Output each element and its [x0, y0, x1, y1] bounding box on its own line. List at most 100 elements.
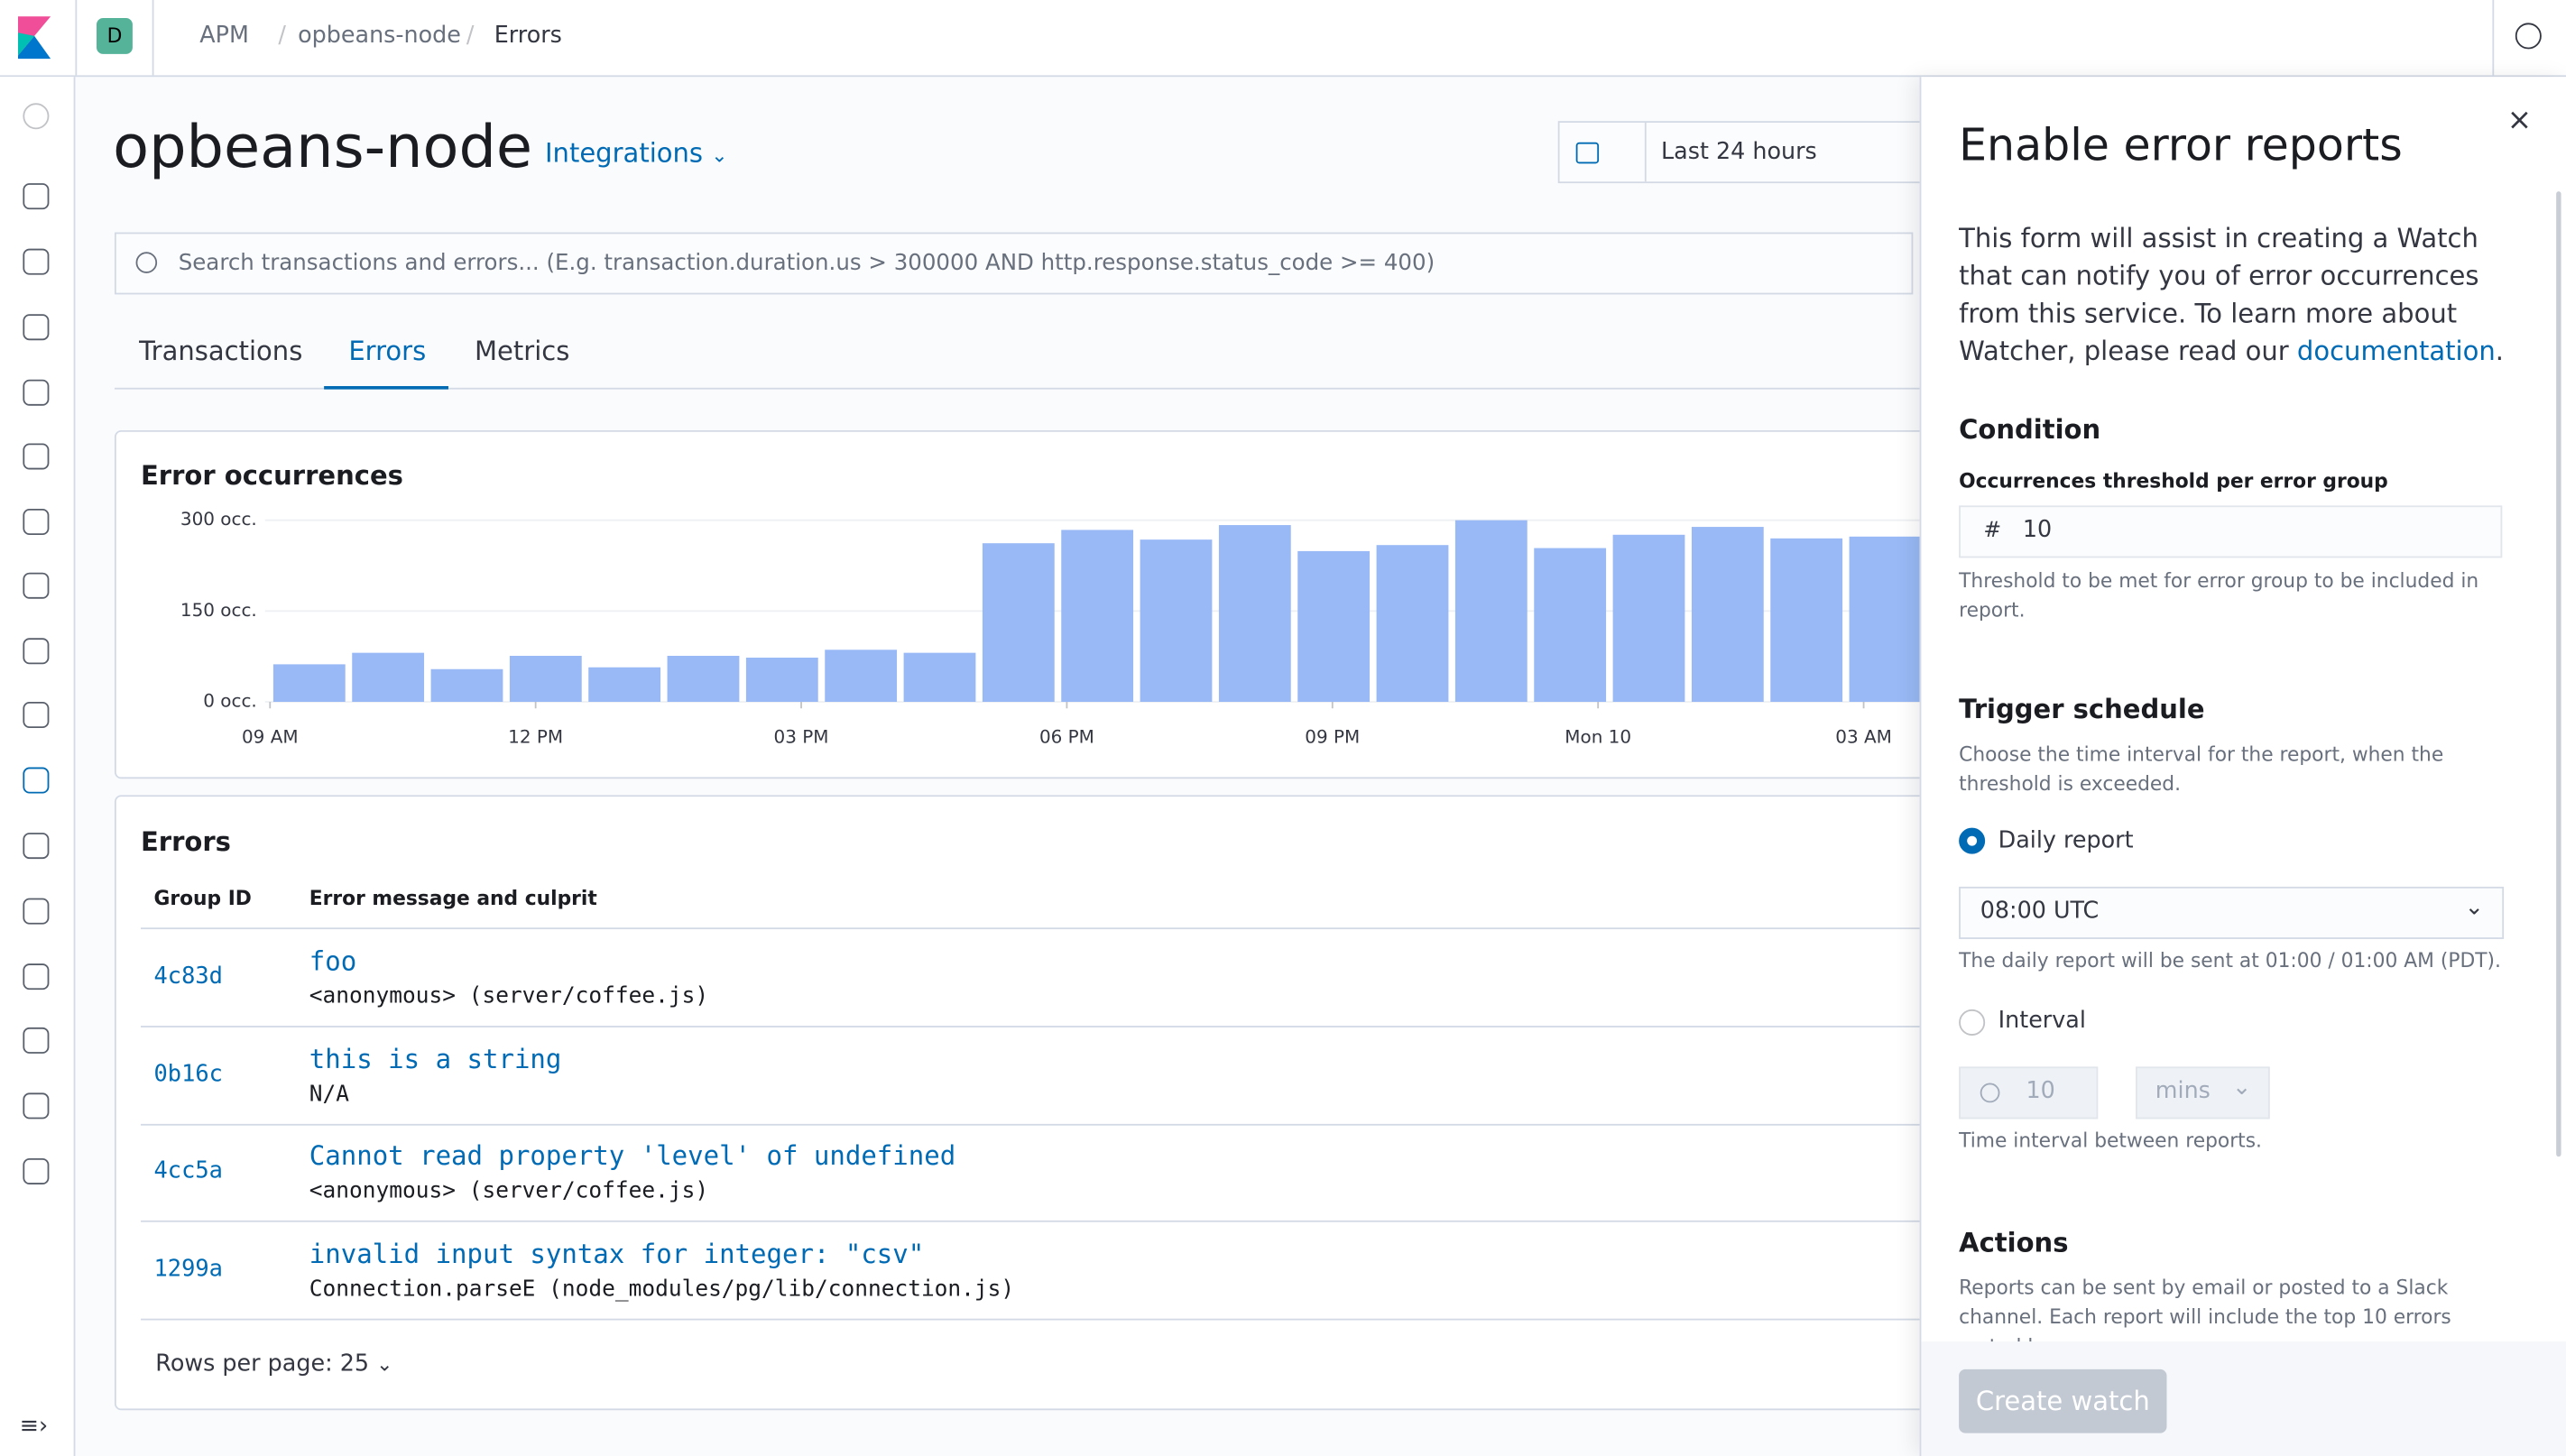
x-tick-label: 03 AM [1835, 725, 1892, 747]
nav-icon[interactable] [23, 963, 50, 991]
pagination[interactable]: Rows per page: 25 ⌄ [155, 1350, 393, 1378]
x-tick-label: 03 PM [774, 725, 829, 747]
error-message[interactable]: foo [309, 945, 357, 977]
help-text: Choose the time interval for the report,… [1959, 742, 2444, 796]
bar [1297, 550, 1371, 702]
input-value[interactable]: 10 [2022, 517, 2053, 544]
culprit: <anonymous> (server/coffee.js) [309, 1178, 709, 1205]
time-select[interactable]: 08:00 UTC ⌄ [1959, 886, 2505, 939]
errors-panel [114, 795, 1948, 1411]
error-message[interactable]: Cannot read property 'level' of undefine… [309, 1140, 956, 1173]
bar [588, 667, 661, 702]
x-tick-label: 06 PM [1039, 725, 1094, 747]
close-button[interactable]: × [2506, 103, 2533, 138]
tab[interactable]: Transactions [139, 335, 303, 367]
radio-checked[interactable] [1959, 827, 1986, 854]
create-watch-button[interactable]: Create watch [1959, 1368, 2167, 1433]
column-header[interactable]: Group ID [153, 886, 252, 910]
bar [1140, 539, 1213, 702]
help-text: Threshold to be met for error group to b… [1959, 569, 2479, 622]
culprit: <anonymous> (server/coffee.js) [309, 982, 709, 1009]
logo[interactable] [17, 16, 54, 60]
row-divider [140, 1123, 1942, 1126]
collapse-nav[interactable]: ≡› [19, 1413, 49, 1440]
group-id[interactable]: 0b16c [153, 1061, 223, 1088]
bar [509, 655, 582, 702]
interval-input: 10 [1959, 1066, 2099, 1120]
nav-icon[interactable] [23, 183, 50, 210]
row-divider [140, 1221, 1942, 1223]
select-value: mins [2155, 1078, 2211, 1105]
nav-icon[interactable] [23, 103, 50, 130]
x-tick-label: 12 PM [508, 725, 563, 747]
chart: 0 occ. 150 occ. 300 occ. 09 AM 12 PM 03 PM 06 … [180, 508, 1932, 747]
section-title: Actions [1959, 1227, 2069, 1258]
culprit: Connection.parseE (node_modules/pg/lib/c… [309, 1276, 1015, 1303]
tab-selected[interactable]: Errors [348, 335, 427, 367]
bar [352, 652, 425, 702]
date-range[interactable]: Last 24 hours [1661, 139, 1817, 166]
radio-label[interactable]: Interval [1998, 1008, 2086, 1035]
group-id[interactable]: 4cc5a [153, 1158, 223, 1185]
nav-icon[interactable] [23, 898, 50, 925]
help-text: Time interval between reports. [1959, 1129, 2262, 1152]
bar [1691, 527, 1764, 702]
y-tick-label: 300 occ. [180, 508, 257, 530]
breadcrumb[interactable]: APM [199, 23, 249, 50]
x-tick-label: 09 PM [1305, 725, 1360, 747]
tab[interactable]: Metrics [475, 335, 570, 367]
input-prefix: # [1983, 518, 2002, 544]
select-value[interactable]: 08:00 UTC [1980, 898, 2100, 925]
search-bar[interactable]: Search transactions and errors... (E.g. … [114, 232, 1914, 295]
nav-icon[interactable] [23, 1092, 50, 1120]
bar [903, 652, 976, 702]
doc-link[interactable]: documentation [2296, 335, 2496, 367]
column-header[interactable]: Error message and culprit [309, 886, 597, 910]
group-id[interactable]: 1299a [153, 1256, 223, 1283]
nav-icon[interactable] [23, 248, 50, 275]
nav-icon[interactable] [23, 638, 50, 665]
search-placeholder[interactable]: Search transactions and errors... (E.g. … [178, 250, 1435, 277]
bar [667, 655, 740, 702]
breadcrumb[interactable]: opbeans-node [298, 23, 461, 50]
error-message[interactable]: this is a string [309, 1043, 562, 1074]
bar [745, 658, 818, 702]
bar [272, 664, 346, 702]
nav-icon[interactable] [23, 1157, 50, 1184]
nav-icon[interactable] [23, 701, 50, 729]
rows-per-page[interactable]: Rows per page: 25 [155, 1350, 370, 1378]
error-message[interactable]: invalid input syntax for integer: "csv" [309, 1238, 925, 1270]
nav-icon[interactable] [23, 379, 50, 406]
bar [1218, 525, 1291, 702]
nav-icon[interactable] [23, 443, 50, 470]
header: D APM / opbeans-node / Errors [0, 0, 2566, 78]
radio-label[interactable]: Daily report [1998, 827, 2134, 854]
bar [825, 650, 898, 702]
integrations-label[interactable]: Integrations [544, 137, 704, 169]
table-title: Errors [140, 825, 231, 858]
nav-icon[interactable] [23, 572, 50, 599]
intro-end: . [2495, 335, 2504, 367]
y-tick-label: 0 occ. [203, 689, 256, 711]
nav-icon[interactable] [23, 508, 50, 536]
help-text: The daily report will be sent at 01:00 /… [1959, 948, 2501, 972]
radio[interactable] [1959, 1009, 1986, 1036]
help-icon[interactable] [2515, 23, 2542, 50]
threshold-input[interactable]: # 10 [1959, 505, 2503, 558]
bar [1061, 530, 1134, 702]
nav-icon[interactable] [23, 314, 50, 341]
integrations-menu[interactable]: Integrations ⌄ [544, 137, 728, 169]
group-id[interactable]: 4c83d [153, 963, 223, 991]
bar [1534, 548, 1607, 702]
date-picker[interactable]: Last 24 hours [1557, 121, 1934, 184]
nav-icon[interactable] [23, 767, 50, 794]
intro-text: This form will assist in creating a Watc… [1959, 222, 2479, 367]
section-title: Trigger schedule [1959, 693, 2205, 725]
flyout: × Enable error reports This form will as… [1919, 77, 2566, 1456]
avatar[interactable]: D [97, 17, 133, 54]
bar [982, 543, 1055, 702]
nav-icon[interactable] [23, 833, 50, 860]
nav-icon[interactable] [23, 1027, 50, 1054]
